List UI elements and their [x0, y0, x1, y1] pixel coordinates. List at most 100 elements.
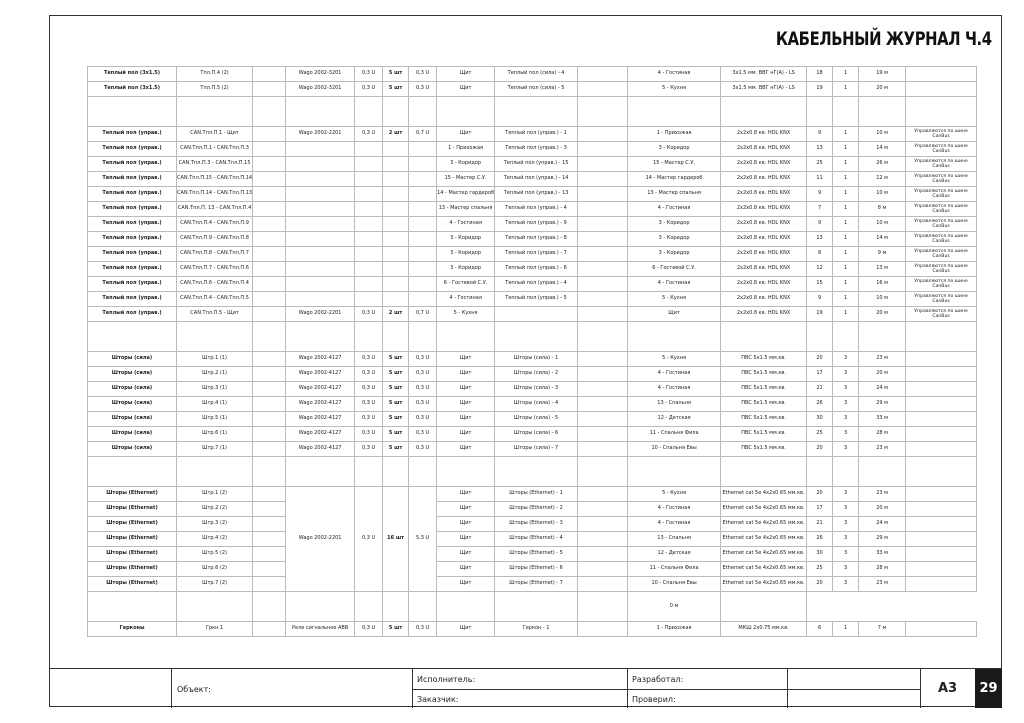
table-cell: 24 м	[858, 381, 907, 397]
table-cell: 3	[832, 411, 860, 427]
table-cell: Шторы (Ethernet)	[87, 561, 177, 577]
table-cell: 12 - Детская	[627, 411, 722, 427]
table-cell: Штр.2 (1)	[175, 366, 254, 382]
table-cell: CAN.Тпл.П.6 - CAN.Тпл.П.4	[175, 276, 254, 292]
table-cell	[577, 426, 629, 442]
table-cell: Ethernet cat 5e 4х2х0.65 мм.кв.	[720, 546, 808, 562]
table-cell	[577, 576, 629, 592]
table-cell	[408, 156, 438, 172]
table-cell: CAN.Тпл.П.14 - CAN.Тпл.П.13	[175, 186, 254, 202]
table-cell: 30	[806, 411, 834, 427]
table-cell	[905, 366, 978, 382]
table-cell: Wago 2002-4127	[285, 351, 356, 367]
table-cell	[408, 321, 438, 352]
table-row: Теплый пол (управ.) CAN.Тпл.П.4 - CAN.Тпл…	[87, 291, 978, 307]
table-cell	[252, 381, 287, 397]
table-cell	[285, 276, 356, 292]
table-cell: Шторы (Ethernet)	[87, 486, 177, 502]
table-cell: 16 шт	[382, 486, 410, 592]
table-cell: 10 м	[858, 216, 907, 232]
table-cell: 5,3 U	[408, 486, 438, 592]
table-cell: 17	[806, 366, 834, 382]
table-cell: 15 - Мастер С.У.	[436, 171, 496, 187]
table-cell	[354, 591, 384, 622]
table-cell: CAN.Тпл.П. 13 - CAN.Тпл.П.4	[175, 201, 254, 217]
table-cell	[494, 456, 579, 487]
table-cell	[408, 261, 438, 277]
table-cell: Теплый пол (управ.) - 7	[494, 246, 579, 262]
table-cell: 3 - Коридор	[627, 231, 722, 247]
table-cell: 20 м	[858, 501, 907, 517]
table-cell: ПВС 5х1.5 мм.кв.	[720, 426, 808, 442]
table-cell: 5 шт	[382, 396, 410, 412]
table-cell	[577, 501, 629, 517]
table-cell	[436, 321, 496, 352]
table-cell: Штр.5 (1)	[175, 411, 254, 427]
table-cell	[175, 591, 254, 622]
table-cell: 4 - Гостиная	[627, 366, 722, 382]
table-cell: Теплый пол (управ.) - 9	[494, 216, 579, 232]
table-row: Шторы (Ethernet) Штр.7 (2) Щит Шторы (Ether…	[87, 576, 978, 592]
table-cell	[577, 156, 629, 172]
table-cell: Щит	[436, 441, 496, 457]
table-cell: Теплый пол (управ.)	[87, 156, 177, 172]
table-row: Шторы (сила) Штр.4 (1) Wago 2002-4127 0,3 U…	[87, 396, 978, 412]
table-cell: 1	[832, 261, 860, 277]
table-cell	[175, 321, 254, 352]
table-cell	[252, 426, 287, 442]
table-cell: CAN.Тпл.П.1 - Щит	[175, 126, 254, 142]
table-cell	[382, 321, 410, 352]
table-cell: Теплый пол (управ.) - 3	[494, 141, 579, 157]
table-cell: 12 м	[858, 171, 907, 187]
table-cell	[285, 321, 356, 352]
table-cell	[354, 246, 384, 262]
table-cell: 2х2х0.8 кв. HDL KNX	[720, 141, 808, 157]
table-cell: Теплый пол (3х1.5)	[87, 81, 177, 97]
table-cell: Управляются по шине CanBus	[905, 231, 978, 247]
table-cell	[382, 171, 410, 187]
table-cell	[252, 591, 287, 622]
table-cell: 3 - Коридор	[436, 261, 496, 277]
table-cell	[252, 96, 287, 127]
table-cell	[577, 411, 629, 427]
table-cell: 0,3 U	[408, 396, 438, 412]
table-cell	[436, 591, 496, 622]
sheet-format: А3	[937, 681, 958, 696]
table-cell: Щит	[436, 396, 496, 412]
table-cell: 5 шт	[382, 426, 410, 442]
table-cell: 7	[806, 201, 834, 217]
table-row: Шторы (сила) Штр.2 (1) Wago 2002-4127 0,3 U…	[87, 366, 978, 382]
table-cell: 16 м	[858, 276, 907, 292]
table-cell: 11 - Спальня Фила	[627, 561, 722, 577]
cable-journal-table: Теплый пол (3х1.5) Тпл.П.4 (2) Wago 2002-3…	[87, 66, 978, 637]
table-cell: 20 м	[858, 306, 907, 322]
table-cell	[408, 291, 438, 307]
table-cell: 20	[806, 441, 834, 457]
table-cell: Ethernet cat 5e 4х2х0.65 мм.кв.	[720, 516, 808, 532]
table-cell	[382, 156, 410, 172]
table-cell: ПВС 5х1.5 мм.кв.	[720, 351, 808, 367]
table-cell	[87, 456, 177, 487]
table-cell: Штр.3 (2)	[175, 516, 254, 532]
table-row: Теплый пол (управ.) CAN.Тпл.П.4 - CAN.Тпл…	[87, 216, 978, 232]
table-row: Теплый пол (управ.) CAN.Тпл.П.1 - CAN.Тпл…	[87, 141, 978, 157]
table-cell: 5 шт	[382, 66, 410, 82]
table-cell: 5 шт	[382, 81, 410, 97]
table-cell	[436, 96, 496, 127]
table-cell: Шторы (сила) - 5	[494, 411, 579, 427]
table-row: Теплый пол (управ.) CAN.Тпл.П.7 - CAN.Тпл…	[87, 261, 978, 277]
table-cell	[905, 81, 978, 97]
table-cell: Тпл.П.4 (2)	[175, 66, 254, 82]
table-cell: Управляются по шине CanBus	[905, 261, 978, 277]
table-cell: 1	[832, 156, 860, 172]
table-cell: Щит	[436, 411, 496, 427]
table-cell	[577, 366, 629, 382]
table-cell: Теплый пол (управ.)	[87, 276, 177, 292]
table-cell: 30	[806, 546, 834, 562]
table-cell: Шторы (сила) - 7	[494, 441, 579, 457]
table-cell	[354, 96, 384, 127]
table-cell: 9	[806, 291, 834, 307]
table-cell: CAN.Тпл.П.9 - CAN.Тпл.П.8	[175, 231, 254, 247]
table-cell: 14 - Мастер гардероб	[627, 171, 722, 187]
table-cell	[408, 186, 438, 202]
